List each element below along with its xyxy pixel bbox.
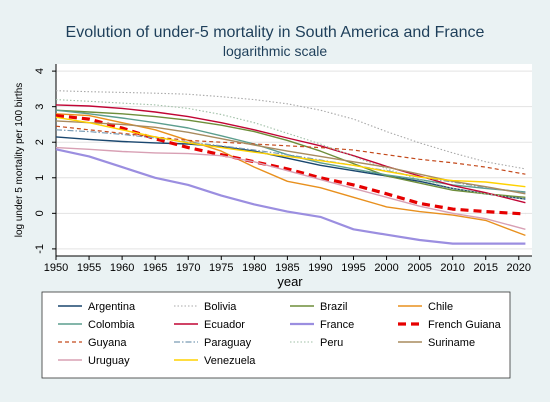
legend-label-chile: Chile [428, 301, 453, 313]
series-line-brazil [55, 109, 526, 198]
x-tick-label: 1975 [209, 262, 233, 274]
grid-lines [56, 70, 532, 250]
x-tick-label: 1960 [110, 262, 134, 274]
legend-label-venezuela: Venezuela [204, 355, 256, 367]
series-line-bolivia [55, 90, 526, 170]
x-tick-label: 1985 [275, 262, 299, 274]
x-tick-label: 2000 [374, 262, 398, 274]
x-tick-labels: 1950 1955 1960 1965 1970 1975 1980 1985 1990 1995… [44, 256, 531, 274]
x-tick-label: 1965 [143, 262, 167, 274]
legend-label-colombia: Colombia [88, 319, 135, 331]
x-tick-label: 1995 [341, 262, 365, 274]
y-tick-label: 1 [34, 175, 46, 181]
series-line-guyana [55, 125, 526, 175]
x-tick-label: 2020 [507, 262, 531, 274]
legend-label-argentina: Argentina [88, 301, 136, 313]
series-line-ecuador [55, 104, 526, 204]
legend-label-suriname: Suriname [428, 337, 475, 349]
x-tick-label: 1980 [242, 262, 266, 274]
series-line-uruguay [55, 146, 526, 230]
x-tick-label: 1950 [44, 262, 68, 274]
legend-label-brazil: Brazil [320, 301, 348, 313]
y-axis-label: log under 5 mortality per 100 births [14, 83, 25, 238]
y-tick-label: -1 [34, 244, 46, 254]
series-line-france [55, 148, 526, 245]
legend: Argentina Bolivia Brazil Chile Colombia Ecuad… [58, 301, 502, 367]
x-tick-label: 1955 [77, 262, 101, 274]
y-tick-label: 0 [34, 210, 46, 216]
legend-label-guyana: Guyana [88, 337, 127, 349]
legend-label-bolivia: Bolivia [204, 301, 237, 313]
y-tick-label: 3 [34, 104, 46, 110]
x-tick-label: 2010 [440, 262, 464, 274]
x-axis-label: year [277, 274, 303, 289]
y-tick-label: 4 [34, 68, 46, 74]
x-tick-label: 1990 [308, 262, 332, 274]
x-tick-label: 2015 [473, 262, 497, 274]
series-line-venezuela [55, 116, 526, 188]
legend-box [41, 291, 511, 379]
y-tick-label: 2 [34, 139, 46, 145]
legend-label-france: France [320, 319, 354, 331]
series-lines [55, 90, 526, 245]
chart-subtitle: logarithmic scale [223, 43, 327, 59]
series-line-paraguay [55, 129, 526, 194]
series-line-argentina [55, 136, 526, 200]
legend-label-paraguay: Paraguay [204, 337, 252, 349]
legend-label-peru: Peru [320, 337, 343, 349]
legend-label-ecuador: Ecuador [204, 319, 245, 331]
legend-label-uruguay: Uruguay [88, 355, 130, 367]
x-tick-label: 2005 [407, 262, 431, 274]
legend-label-french-guiana: French Guiana [428, 319, 502, 331]
chart-title: Evolution of under-5 mortality in South … [66, 24, 485, 41]
series-line-peru [55, 99, 526, 200]
y-tick-labels: -1 0 1 2 3 4 [34, 68, 56, 254]
x-tick-label: 1970 [176, 262, 200, 274]
